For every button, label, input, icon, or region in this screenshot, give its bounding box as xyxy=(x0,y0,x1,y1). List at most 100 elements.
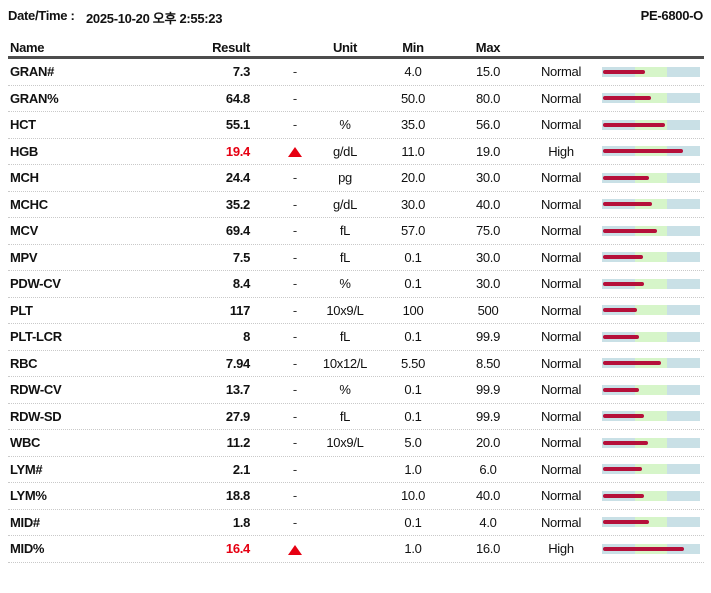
param-name: WBC xyxy=(10,435,41,451)
range-bar-high-zone xyxy=(667,358,700,369)
range-bar-normal-zone xyxy=(634,437,668,448)
param-unit: g/dL xyxy=(332,196,358,212)
param-min: 100 xyxy=(402,302,424,318)
param-flag: - xyxy=(292,488,298,504)
param-min: 11.0 xyxy=(401,143,425,159)
param-max: 30.0 xyxy=(475,276,501,292)
range-bar-high-zone xyxy=(667,66,700,77)
range-bar-value-line xyxy=(603,546,684,551)
range-bar-normal-zone xyxy=(634,517,668,528)
range-bar xyxy=(602,464,700,475)
table-row: MID# 1.8 - 0.1 4.0 Normal xyxy=(8,510,704,536)
status-label: Normal xyxy=(540,223,582,239)
range-bar-value-line xyxy=(603,69,645,74)
range-bar-normal-zone xyxy=(634,252,668,263)
param-max: 99.9 xyxy=(475,329,501,345)
param-result: 8 xyxy=(243,329,250,345)
param-result: 16.4 xyxy=(225,541,250,557)
param-min: 0.1 xyxy=(404,329,422,345)
range-bar-high-zone xyxy=(667,437,700,448)
table-row: GRAN# 7.3 - 4.0 15.0 Normal xyxy=(8,59,704,86)
param-name: PDW-CV xyxy=(10,276,61,292)
table-row: RDW-CV 13.7 - % 0.1 99.9 Normal xyxy=(8,377,704,404)
param-flag: - xyxy=(292,329,298,345)
range-bar-value-line xyxy=(603,334,639,339)
param-name: HGB xyxy=(10,143,38,159)
param-unit: 10x9/L xyxy=(326,302,364,318)
param-flag: - xyxy=(292,461,298,477)
status-label: Normal xyxy=(540,408,582,424)
datetime-value: 2025-10-20 오후 2:55:23 xyxy=(86,11,223,26)
range-bar-value-line xyxy=(603,440,648,445)
range-bar xyxy=(602,172,700,183)
flag-high-icon xyxy=(288,147,302,158)
param-max: 15.0 xyxy=(475,64,501,80)
table-row: MCHC 35.2 - g/dL 30.0 40.0 Normal xyxy=(8,192,704,218)
param-min: 5.0 xyxy=(404,435,422,451)
param-unit: % xyxy=(339,382,351,398)
param-result: 2.1 xyxy=(232,461,250,477)
param-max: 75.0 xyxy=(475,223,501,239)
param-max: 16.0 xyxy=(475,541,501,557)
table-row: PLT 117 - 10x9/L 100 500 Normal xyxy=(8,298,704,324)
range-bar-normal-zone xyxy=(634,66,668,77)
range-bar xyxy=(602,437,700,448)
param-flag: - xyxy=(292,302,298,318)
range-bar-high-zone xyxy=(667,199,700,210)
param-name: MID% xyxy=(10,541,45,557)
param-min: 4.0 xyxy=(404,64,422,80)
table-row: GRAN% 64.8 - 50.0 80.0 Normal xyxy=(8,86,704,112)
status-label: Normal xyxy=(540,461,582,477)
param-name: PLT-LCR xyxy=(10,329,62,345)
device-model: PE-6800-O xyxy=(640,8,704,23)
param-result: 55.1 xyxy=(225,117,250,133)
range-bar-value-line xyxy=(603,281,644,286)
range-bar xyxy=(602,66,700,77)
param-min: 0.1 xyxy=(404,382,422,398)
table-row: MCH 24.4 - pg 20.0 30.0 Normal xyxy=(8,165,704,192)
param-unit: fL xyxy=(339,223,351,239)
range-bar-value-line xyxy=(603,467,642,472)
param-name: RBC xyxy=(10,355,38,371)
col-header-min: Min xyxy=(402,39,424,55)
range-bar-high-zone xyxy=(667,331,700,342)
range-bar-value-line xyxy=(603,255,643,260)
status-label: Normal xyxy=(540,90,582,106)
table-row: WBC 11.2 - 10x9/L 5.0 20.0 Normal xyxy=(8,430,704,457)
table-row: HCT 55.1 - % 35.0 56.0 Normal xyxy=(8,112,704,139)
param-max: 30.0 xyxy=(475,170,501,186)
param-max: 99.9 xyxy=(475,408,501,424)
range-bar xyxy=(602,411,700,422)
range-bar-high-zone xyxy=(667,146,700,157)
param-flag: - xyxy=(292,117,298,133)
flag-high-icon xyxy=(288,544,302,555)
param-name: MCHC xyxy=(10,196,48,212)
param-min: 35.0 xyxy=(400,117,426,133)
datetime-label: Date/Time : xyxy=(8,8,75,23)
param-flag xyxy=(250,144,322,159)
col-header-result: Result xyxy=(212,39,250,55)
status-label: Normal xyxy=(540,329,582,345)
param-max: 30.0 xyxy=(475,249,501,265)
param-unit: g/dL xyxy=(332,143,358,159)
table-row: MPV 7.5 - fL 0.1 30.0 Normal xyxy=(8,245,704,271)
param-name: LYM% xyxy=(10,488,47,504)
table-body: GRAN# 7.3 - 4.0 15.0 Normal GRAN% 64.8 -… xyxy=(8,59,704,563)
param-min: 20.0 xyxy=(400,170,426,186)
param-flag: - xyxy=(292,435,298,451)
param-flag: - xyxy=(292,408,298,424)
param-max: 20.0 xyxy=(475,435,501,451)
table-row: PLT-LCR 8 - fL 0.1 99.9 Normal xyxy=(8,324,704,351)
param-result: 7.94 xyxy=(225,355,250,371)
param-name: MPV xyxy=(10,249,38,265)
param-flag: - xyxy=(292,170,298,186)
status-label: Normal xyxy=(540,514,582,530)
range-bar xyxy=(602,119,700,130)
param-flag: - xyxy=(292,223,298,239)
table-row: PDW-CV 8.4 - % 0.1 30.0 Normal xyxy=(8,271,704,298)
range-bar-normal-zone xyxy=(634,490,668,501)
range-bar-high-zone xyxy=(667,93,700,104)
param-name: MCH xyxy=(10,170,39,186)
range-bar xyxy=(602,358,700,369)
range-bar-high-zone xyxy=(667,305,700,316)
